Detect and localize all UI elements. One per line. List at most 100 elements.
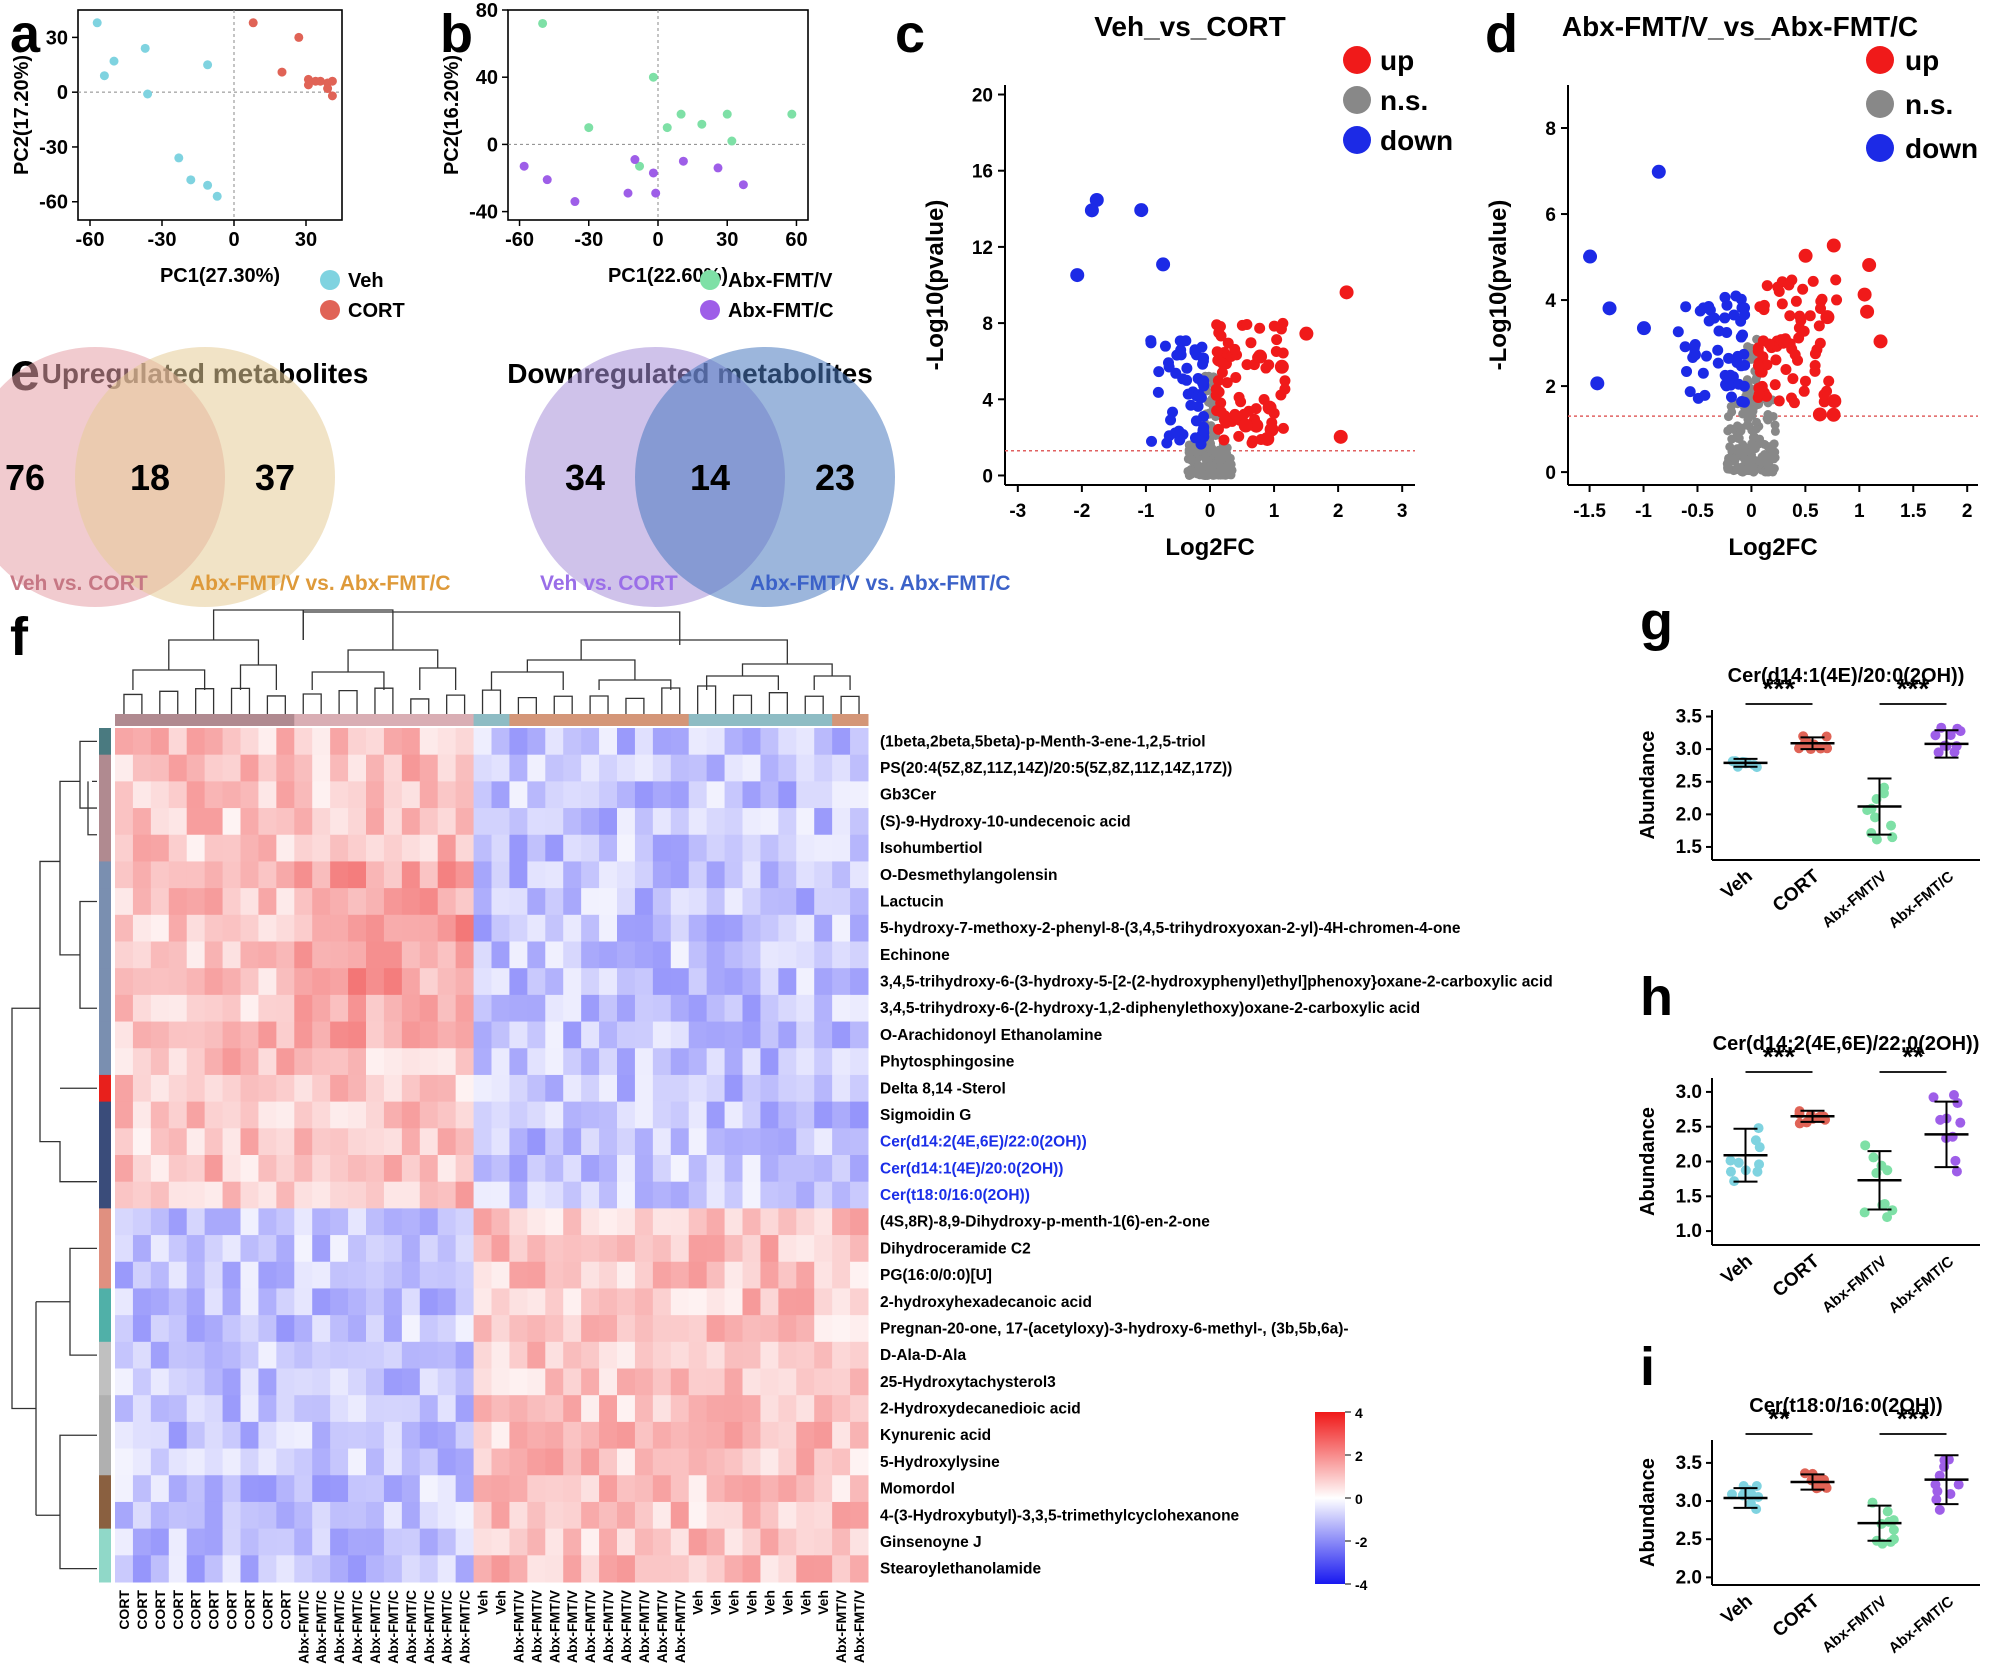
down-point bbox=[1189, 344, 1201, 356]
group-bar-cell bbox=[527, 714, 546, 726]
heatmap-cell bbox=[222, 1208, 241, 1236]
heatmap-cell bbox=[814, 754, 833, 782]
heatmap-cell bbox=[527, 968, 546, 996]
heatmap-cell bbox=[724, 914, 743, 942]
heatmap-cell bbox=[455, 1421, 475, 1450]
down-point bbox=[1712, 344, 1724, 356]
heatmap-cell bbox=[258, 1448, 277, 1476]
heatmap-cell bbox=[617, 941, 636, 969]
heatmap-cell bbox=[401, 1528, 421, 1556]
heatmap-cell bbox=[258, 1074, 277, 1103]
heatmap-cell bbox=[455, 808, 475, 836]
heatmap-cell bbox=[348, 1155, 367, 1183]
heatmap-cell bbox=[527, 1021, 546, 1049]
heatmap-cell bbox=[186, 1288, 206, 1316]
group-bar-cell bbox=[204, 714, 224, 726]
heatmap-cell bbox=[186, 1155, 206, 1183]
heatmap-cell bbox=[222, 1181, 241, 1209]
heatmap-cell bbox=[545, 781, 564, 809]
up-point bbox=[1247, 435, 1259, 447]
x-tick-label: -3 bbox=[1009, 501, 1026, 522]
ns-point bbox=[1751, 375, 1761, 385]
heatmap-cell bbox=[150, 728, 170, 756]
y-tick-label: 0 bbox=[1545, 463, 1556, 484]
heatmap-cell bbox=[383, 1048, 403, 1076]
cluster-bar-cell bbox=[99, 1368, 111, 1396]
ns-point bbox=[1770, 420, 1780, 430]
heatmap-cell bbox=[509, 968, 528, 996]
up-point bbox=[1821, 385, 1833, 397]
heatmap-cell bbox=[366, 1395, 385, 1423]
metabolite-label: Kynurenic acid bbox=[880, 1427, 991, 1444]
heatmap-cell bbox=[581, 1048, 600, 1076]
heatmap-cell bbox=[778, 1261, 797, 1289]
heatmap-cell bbox=[652, 1475, 672, 1503]
up-point bbox=[1780, 363, 1792, 375]
heatmap-cell bbox=[760, 781, 779, 809]
heatmap-cell bbox=[455, 754, 475, 782]
x-tick-label: -1 bbox=[1635, 501, 1652, 522]
y-tick-label: 16 bbox=[972, 162, 993, 183]
heatmap-cell bbox=[150, 1128, 170, 1156]
heatmap-cell bbox=[724, 1208, 743, 1236]
heatmap-cell bbox=[778, 1235, 797, 1263]
legend-marker bbox=[320, 270, 340, 290]
down-point bbox=[1701, 350, 1713, 362]
sample-label: Abx-FMT/C bbox=[385, 1590, 401, 1664]
down-point bbox=[1181, 362, 1193, 374]
heatmap-cell bbox=[599, 1501, 618, 1530]
heatmap-cell bbox=[563, 1208, 582, 1236]
heatmap-cell bbox=[240, 1315, 259, 1343]
heatmap-cell bbox=[383, 1101, 403, 1129]
heatmap-cell bbox=[240, 968, 259, 996]
x-tick-label: 2 bbox=[1333, 501, 1344, 522]
group-bar-cell bbox=[814, 714, 833, 726]
legend-marker bbox=[1866, 90, 1894, 118]
heatmap-cell bbox=[634, 1021, 654, 1049]
up-point bbox=[1809, 360, 1821, 372]
heatmap-cell bbox=[366, 1501, 385, 1530]
heatmap-cell bbox=[509, 1155, 528, 1183]
heatmap-cell bbox=[670, 781, 690, 809]
heatmap-cell bbox=[276, 1128, 295, 1156]
heatmap-cell bbox=[150, 1448, 170, 1476]
heatmap-cell bbox=[437, 1368, 457, 1396]
heatmap-cell bbox=[240, 1341, 259, 1369]
heatmap-cell bbox=[150, 1555, 170, 1583]
heatmap-cell bbox=[491, 1421, 510, 1450]
heatmap-cell bbox=[258, 1421, 277, 1450]
significance-mark: *** bbox=[1763, 1041, 1796, 1072]
heatmap-cell bbox=[366, 1261, 385, 1289]
heatmap-cell bbox=[258, 1555, 277, 1583]
up-point bbox=[1229, 408, 1241, 420]
heatmap-cell bbox=[240, 1448, 259, 1476]
heatmap-cell bbox=[330, 1448, 349, 1476]
up-point bbox=[1816, 293, 1828, 305]
heatmap-cell bbox=[670, 1235, 690, 1263]
heatmap-cell bbox=[366, 1341, 385, 1369]
heatmap-cell bbox=[348, 1368, 367, 1396]
up-point bbox=[1823, 375, 1835, 387]
heatmap-cell bbox=[437, 888, 457, 916]
heatmap-cell bbox=[581, 728, 600, 756]
legend-label: up bbox=[1380, 45, 1414, 76]
up-point bbox=[1797, 283, 1809, 295]
heatmap-cell bbox=[491, 1475, 510, 1503]
heatmap-cell bbox=[132, 1501, 152, 1530]
heatmap-cell bbox=[778, 1315, 797, 1343]
heatmap-cell bbox=[509, 1181, 528, 1209]
heatmap-cell bbox=[742, 968, 761, 996]
heatmap-cell bbox=[581, 1128, 600, 1156]
heatmap-cell bbox=[419, 1315, 439, 1343]
heatmap-cell bbox=[168, 1368, 188, 1396]
sample-label: Veh bbox=[779, 1590, 795, 1615]
group-bar-cell bbox=[760, 714, 779, 726]
up-point bbox=[1787, 373, 1799, 385]
pca-point bbox=[623, 188, 633, 198]
heatmap-cell bbox=[115, 1021, 134, 1049]
y-axis-label: PC2(16.20%) bbox=[441, 55, 463, 175]
heatmap-cell bbox=[222, 1235, 241, 1263]
heatmap-cell bbox=[473, 1128, 492, 1156]
heatmap-cell bbox=[222, 888, 241, 916]
heatmap-cell bbox=[617, 1181, 636, 1209]
